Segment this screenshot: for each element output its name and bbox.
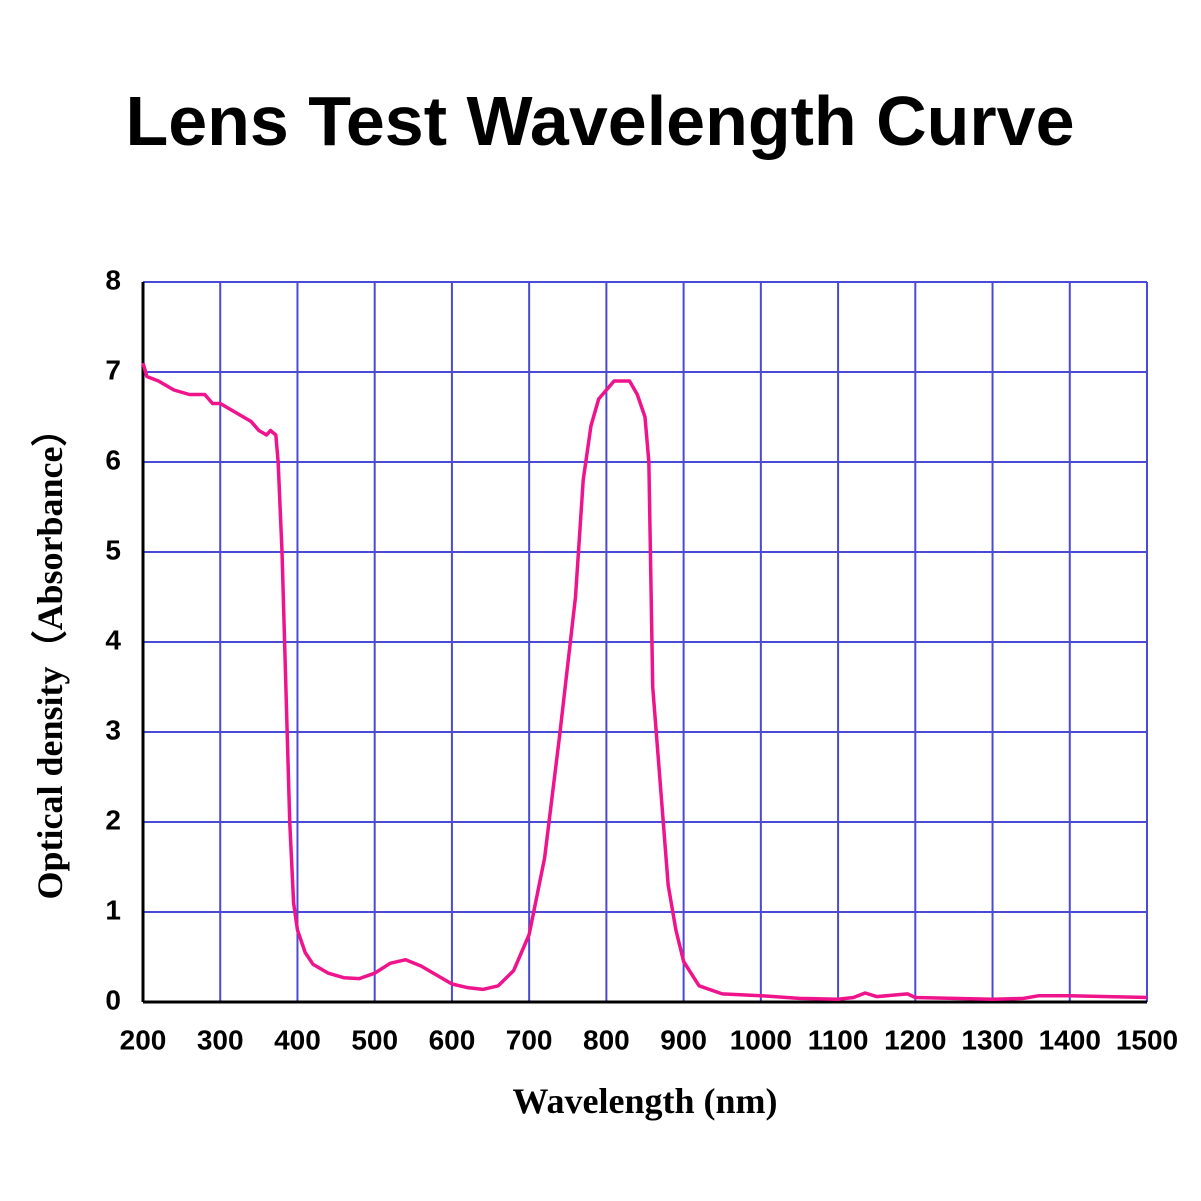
y-tick-label: 7 xyxy=(105,354,121,385)
x-tick-label: 200 xyxy=(120,1024,167,1055)
y-tick-label: 4 xyxy=(105,624,121,655)
x-axis-label: Wavelength (nm) xyxy=(513,1081,778,1121)
data-line xyxy=(141,362,1148,1002)
x-tick-label: 1300 xyxy=(961,1024,1023,1055)
x-tick-label: 400 xyxy=(274,1024,321,1055)
x-tick-label: 1100 xyxy=(808,1024,869,1055)
y-tick-label: 8 xyxy=(105,264,121,295)
y-tick-label: 6 xyxy=(105,444,121,475)
x-tick-label: 1500 xyxy=(1116,1024,1178,1055)
y-tick-label: 3 xyxy=(105,714,121,745)
x-tick-label: 1200 xyxy=(884,1024,946,1055)
y-tick-label: 5 xyxy=(105,534,121,565)
x-tick-label: 500 xyxy=(351,1024,398,1055)
x-tick-label: 600 xyxy=(429,1024,476,1055)
x-tick-label: 1000 xyxy=(730,1024,792,1055)
x-tick-label: 1400 xyxy=(1039,1024,1101,1055)
x-tick-label: 300 xyxy=(197,1024,244,1055)
y-tick-label: 2 xyxy=(105,804,121,835)
x-tick-label: 700 xyxy=(506,1024,553,1055)
chart-title: Lens Test Wavelength Curve xyxy=(125,82,1074,160)
x-tick-label: 900 xyxy=(660,1024,707,1055)
y-axis-label: Optical density（Absorbance） xyxy=(30,410,70,899)
x-tick-label: 800 xyxy=(583,1024,630,1055)
y-tick-label: 1 xyxy=(105,894,121,925)
y-tick-label: 0 xyxy=(105,984,121,1015)
